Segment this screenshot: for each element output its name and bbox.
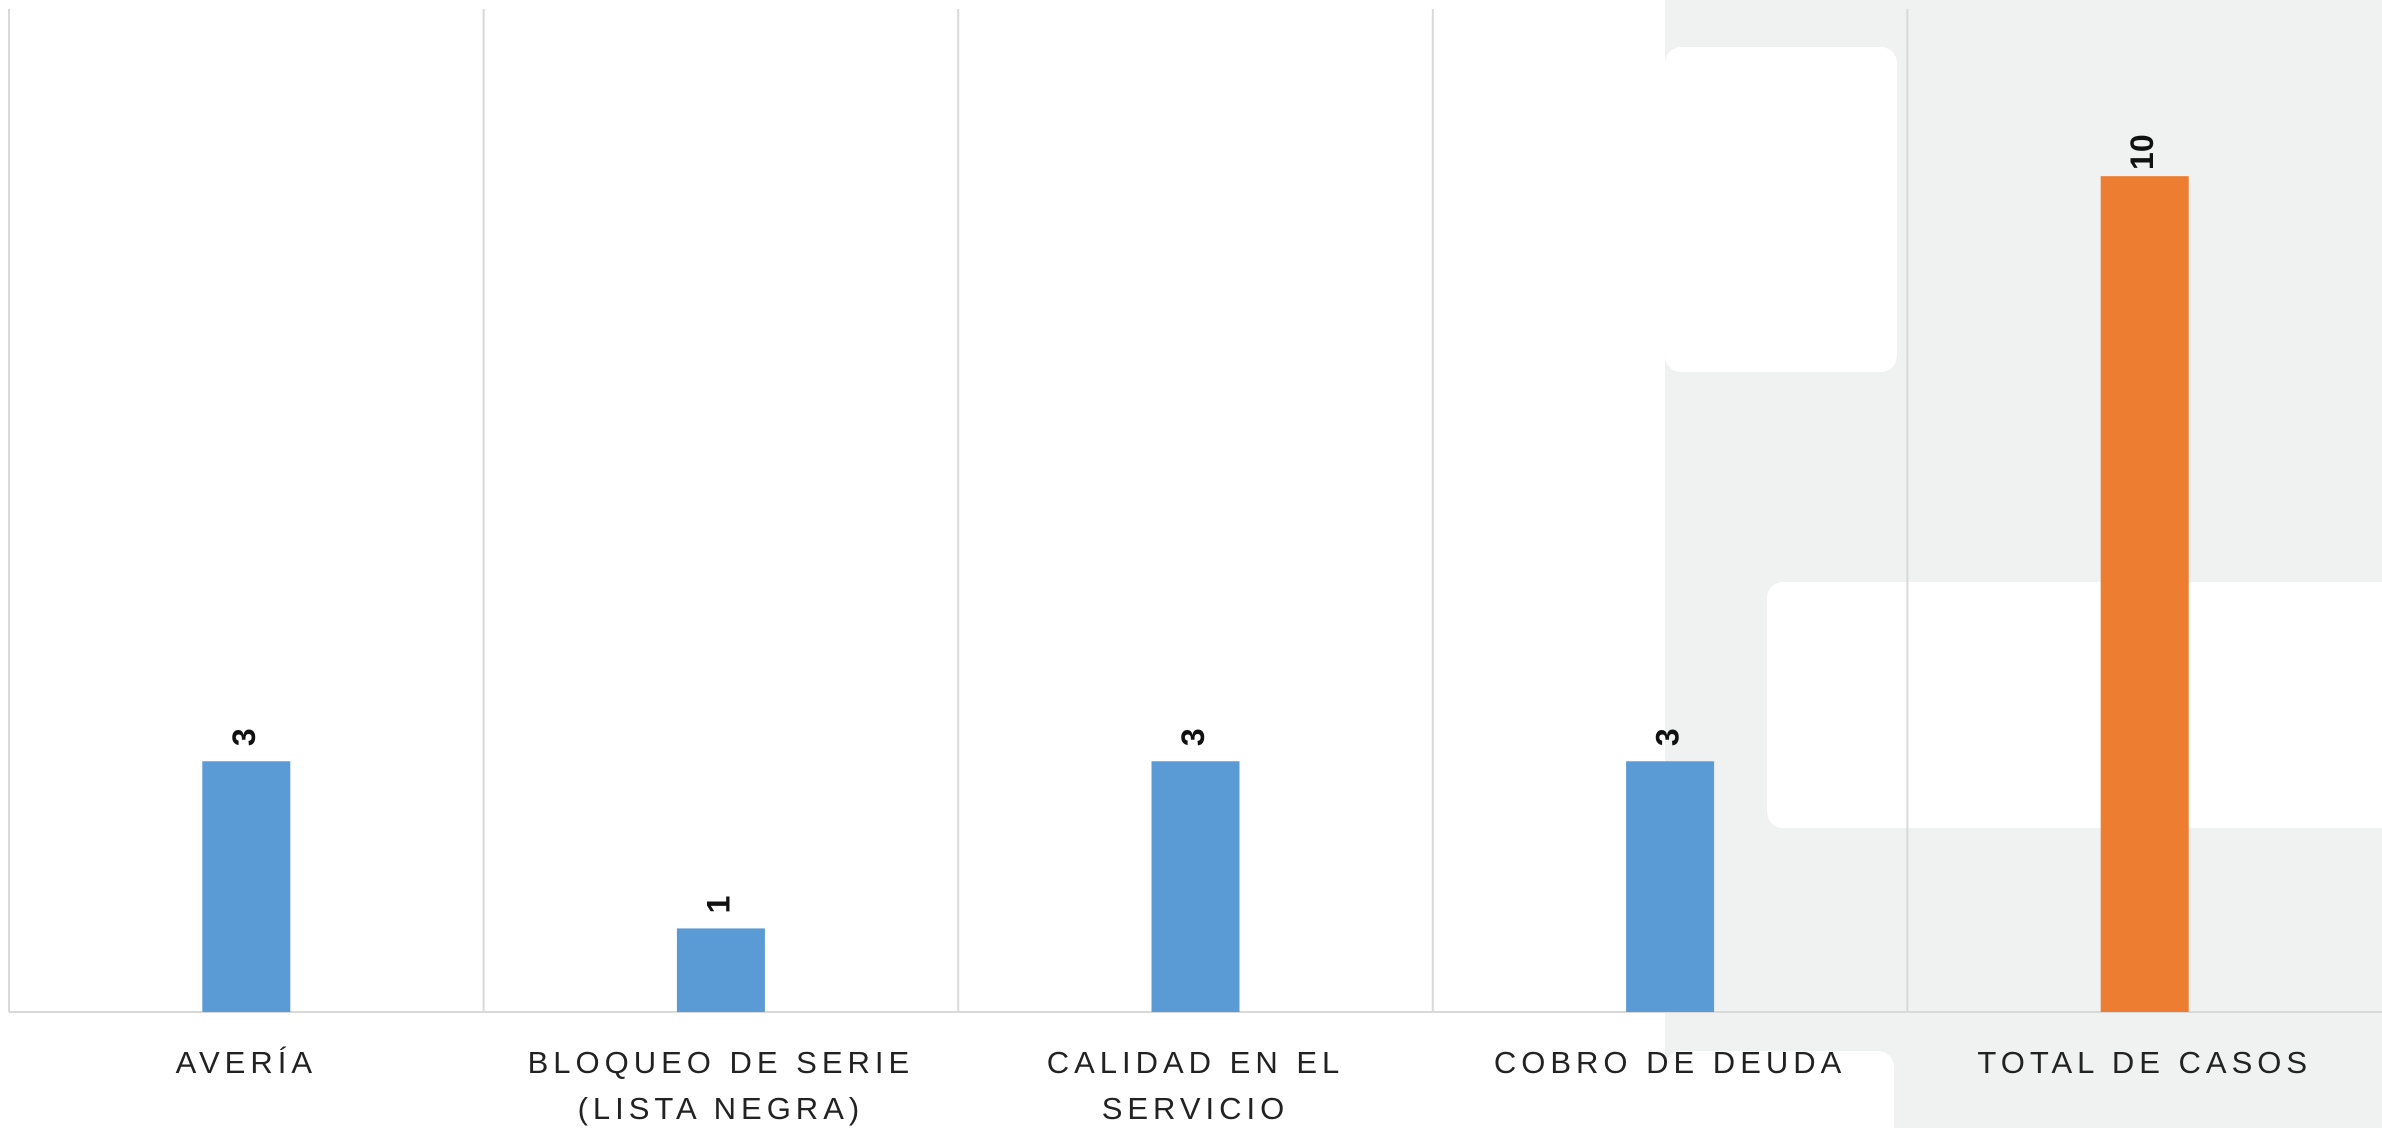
value-label: 10 [2124,134,2160,170]
value-label: 3 [1650,728,1686,746]
x-tick-label: COBRO DE DEUDA [1493,1045,1847,1080]
background-decoration [1665,0,2382,1128]
bar [202,761,291,1012]
value-label: 1 [700,896,736,914]
bar [1151,761,1240,1012]
x-tick-label: BLOQUEO DE SERIE (LISTA NEGRA) [527,1045,915,1126]
bar [676,928,765,1012]
bar [1626,761,1715,1012]
x-tick-label: TOTAL DE CASOS [1977,1045,2313,1080]
bar [2100,176,2189,1012]
x-tick-label: AVERÍA [175,1045,317,1080]
value-label: 3 [1175,728,1211,746]
value-label: 3 [226,728,262,746]
x-tick-label: CALIDAD EN EL SERVICIO [1046,1045,1345,1126]
